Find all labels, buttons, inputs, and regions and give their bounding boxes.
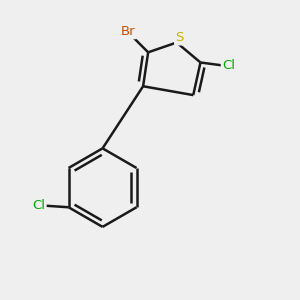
Text: Br: Br	[121, 25, 136, 38]
Text: S: S	[175, 32, 184, 44]
Text: Cl: Cl	[222, 59, 235, 72]
Text: Cl: Cl	[33, 199, 46, 212]
